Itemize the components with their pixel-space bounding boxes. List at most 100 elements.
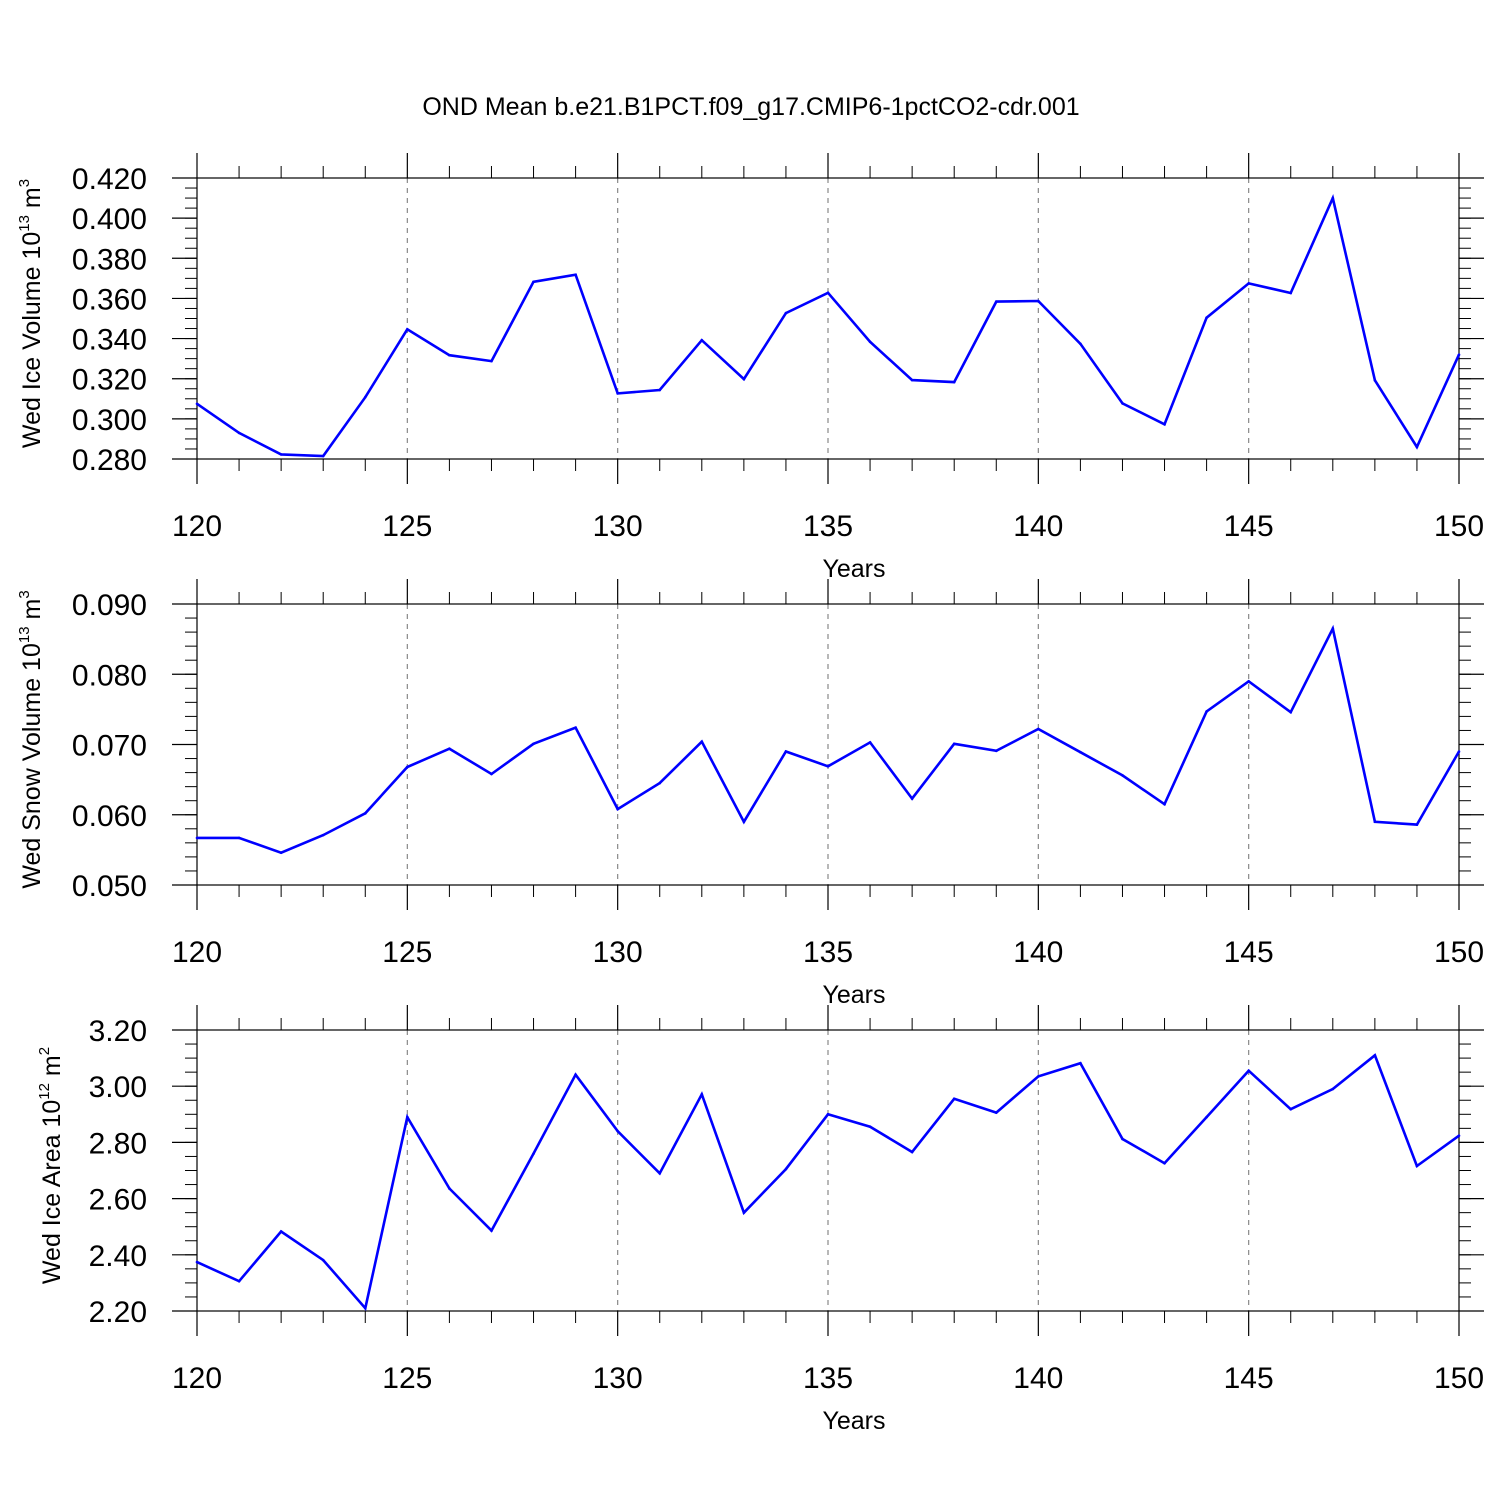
y-tick-label: 0.380 [72, 243, 147, 276]
y-tick-label: 0.340 [72, 324, 147, 357]
data-point [1037, 1075, 1040, 1078]
y-tick-label: 3.00 [89, 1071, 147, 1104]
data-point [868, 1125, 872, 1128]
data-point [532, 742, 535, 746]
data-point [700, 1093, 704, 1096]
data-point [532, 1152, 535, 1155]
data-point [1373, 820, 1377, 824]
data-point [532, 280, 535, 284]
x-axis-title: Years [822, 981, 885, 1009]
data-point [363, 395, 367, 399]
data-point [195, 836, 199, 840]
data-point [952, 742, 956, 746]
y-axis-title-unit: m [18, 187, 46, 215]
x-axis-title: Years [822, 555, 885, 583]
y-tick-label: 2.20 [89, 1296, 147, 1329]
data-point [658, 388, 662, 392]
x-tick-label: 145 [1224, 510, 1274, 543]
data-point [1415, 445, 1419, 449]
data-point [1121, 402, 1124, 405]
x-tick-label: 130 [593, 1362, 643, 1395]
data-point [1079, 1061, 1082, 1065]
data-point [363, 1306, 367, 1310]
data-point [826, 764, 830, 768]
data-point [406, 328, 409, 331]
data-point [279, 851, 283, 854]
data-point [406, 1115, 409, 1119]
x-tick-label: 140 [1013, 936, 1063, 969]
y-axis-title-exponent: 12 [36, 1083, 53, 1100]
y-tick-label: 0.280 [72, 444, 147, 477]
data-point [868, 741, 872, 744]
data-point [910, 1150, 914, 1154]
series-line [196, 194, 1461, 458]
y-axis-title-exponent: 13 [16, 626, 33, 643]
data-point [658, 781, 662, 785]
data-point [910, 797, 914, 800]
data-point [574, 726, 577, 729]
y-axis-title: Wed Ice Volume 1013 m3 [16, 179, 46, 448]
data-point [700, 740, 704, 743]
data-point [994, 300, 998, 303]
data-point [279, 453, 283, 456]
x-tick-label: 150 [1434, 1362, 1484, 1395]
data-point [237, 1279, 241, 1283]
data-point [994, 1111, 998, 1114]
data-point [448, 747, 451, 751]
x-tick-label: 135 [803, 510, 853, 543]
y-axis-title-unit-exponent: 3 [16, 590, 33, 598]
data-point [868, 340, 872, 344]
x-tick-label: 145 [1224, 1362, 1274, 1395]
x-tick-label: 145 [1224, 936, 1274, 969]
data-point [279, 1230, 283, 1233]
y-tick-label: 0.400 [72, 203, 147, 236]
figure-title: OND Mean b.e21.B1PCT.f09_g17.CMIP6-1pctC… [422, 93, 1079, 121]
y-tick-label: 0.420 [72, 163, 147, 196]
data-point [321, 454, 325, 458]
data-point [1163, 422, 1166, 426]
y-axis-title-unit-exponent: 2 [36, 1047, 53, 1055]
data-point [952, 380, 956, 384]
data-point [784, 750, 788, 753]
data-point [1079, 342, 1082, 346]
x-tick-label: 120 [172, 936, 222, 969]
y-axis-title: Wed Snow Volume 1013 m3 [16, 590, 46, 888]
data-point [784, 1167, 788, 1171]
data-point [616, 392, 619, 395]
data-point [658, 1172, 662, 1175]
data-point [448, 353, 451, 357]
data-point [742, 1211, 746, 1214]
x-tick-label: 130 [593, 936, 643, 969]
x-axis-title: Years [822, 1407, 885, 1435]
data-point [1331, 627, 1335, 630]
data-point [237, 836, 241, 840]
x-tick-label: 135 [803, 1362, 853, 1395]
data-point [1247, 1069, 1250, 1073]
data-point [742, 820, 746, 824]
data-point [363, 812, 367, 815]
data-point [1457, 353, 1461, 356]
x-tick-label: 120 [172, 1362, 222, 1395]
data-point [1205, 1115, 1208, 1119]
data-point [321, 1258, 325, 1262]
y-tick-label: 0.300 [72, 404, 147, 437]
y-tick-label: 2.40 [89, 1240, 147, 1273]
y-tick-label: 0.050 [72, 870, 147, 903]
data-point [1247, 679, 1250, 683]
y-tick-label: 0.090 [72, 589, 147, 622]
x-tick-label: 120 [172, 510, 222, 543]
chart-panel-2: 120 125 130 135 140 145 150 0.050 0.060 0.070 0.08… [16, 579, 1484, 1009]
data-point [952, 1097, 956, 1101]
y-tick-label: 2.80 [89, 1127, 147, 1160]
y-tick-label: 0.070 [72, 730, 147, 763]
chart-panel-1: 120 125 130 135 140 145 150 0.280 0.300 0.320 0.34… [16, 153, 1484, 583]
x-tick-label: 125 [382, 936, 432, 969]
data-point [742, 377, 746, 381]
data-point [1163, 802, 1166, 806]
x-tick-label: 125 [382, 510, 432, 543]
data-point [1415, 823, 1419, 826]
y-tick-label: 2.60 [89, 1184, 147, 1217]
data-point [448, 1187, 451, 1190]
y-axis-title-exponent: 13 [16, 215, 33, 232]
